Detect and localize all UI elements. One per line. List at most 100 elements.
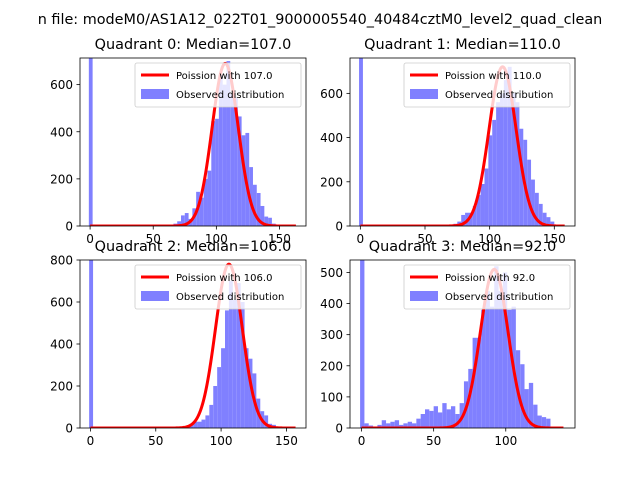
histogram-bar — [403, 423, 408, 428]
histogram-bar — [446, 409, 451, 428]
y-tick-label: 400 — [320, 131, 343, 145]
zero-bin-bar — [360, 260, 365, 428]
histogram-bar — [429, 410, 434, 428]
histogram-bar — [177, 221, 182, 226]
histogram-bar — [468, 368, 473, 428]
histogram-bar — [268, 217, 272, 226]
zero-bin-bar — [88, 58, 93, 226]
histogram-bar — [538, 203, 543, 226]
y-tick-label: 200 — [320, 359, 343, 373]
zero-bin-bar — [359, 58, 363, 226]
histogram-bar — [503, 80, 508, 226]
x-tick-label: 0 — [357, 232, 365, 246]
histogram-bar — [218, 75, 223, 226]
legend-entry-observed: Observed distribution — [176, 90, 284, 101]
histogram-bar — [488, 135, 493, 226]
histogram-bar — [511, 93, 516, 226]
y-tick-label: 200 — [50, 172, 73, 186]
x-tick-label: 100 — [205, 232, 228, 246]
legend-entry-fit: Poission with 110.0 — [445, 71, 541, 82]
legend-patch-swatch — [141, 291, 169, 301]
histogram-bar — [492, 119, 497, 226]
histogram-bar — [201, 419, 206, 428]
legend-entry-fit: Poission with 106.0 — [176, 273, 272, 284]
histogram-bar — [226, 61, 231, 226]
histogram-bar — [232, 299, 237, 428]
histogram-bar — [528, 382, 534, 428]
histogram-bar — [213, 386, 218, 428]
histogram-bar — [416, 418, 421, 428]
histogram-bar — [476, 337, 482, 428]
x-tick-label: 50 — [426, 434, 441, 448]
y-tick-label: 100 — [320, 390, 343, 404]
legend-patch-swatch — [410, 291, 438, 301]
legend-entry-observed: Observed distribution — [176, 292, 284, 303]
histogram-bar — [377, 424, 382, 428]
x-tick-label: 150 — [268, 232, 291, 246]
histogram-bar — [507, 309, 512, 428]
histogram-bar — [546, 418, 551, 428]
histogram-bar — [480, 184, 485, 226]
chart-title: Quadrant 3: Median=92.0 — [369, 239, 557, 255]
histogram-bar — [485, 291, 490, 428]
legend: Poission with 107.0 Observed distribution — [134, 62, 302, 108]
histogram-bar — [381, 420, 387, 428]
histogram-bar — [181, 215, 185, 226]
histogram-bar — [199, 197, 204, 226]
histogram-bar — [260, 205, 265, 226]
y-tick-label: 400 — [50, 338, 73, 352]
histogram-bar — [203, 178, 208, 226]
histogram-bar — [228, 281, 233, 428]
y-tick-label: 600 — [50, 78, 73, 92]
x-tick-label: 100 — [210, 434, 233, 448]
histogram-bar — [264, 415, 269, 428]
histogram-bar — [534, 192, 539, 226]
legend: Poission with 110.0 Observed distribution — [403, 62, 571, 108]
histogram-bar — [537, 415, 542, 428]
histogram-bar — [205, 415, 210, 428]
y-tick-label: 500 — [320, 266, 343, 280]
axes-frame — [349, 259, 576, 429]
figure-suptitle: n file: modeM0/AS1A12_022T01_9000005540_… — [38, 12, 603, 28]
histogram-bar — [241, 135, 246, 226]
histogram-bar — [256, 193, 261, 226]
histogram-bar — [502, 272, 508, 428]
x-tick-label: 100 — [494, 434, 517, 448]
histogram-bar — [249, 167, 253, 226]
x-tick-label: 100 — [478, 232, 501, 246]
histogram-bar — [407, 421, 413, 428]
chart-title: Quadrant 0: Median=107.0 — [95, 37, 292, 53]
poisson-fit-line — [361, 267, 564, 428]
x-tick-label: 150 — [543, 232, 566, 246]
histogram-bar — [524, 389, 529, 428]
x-tick-label: 150 — [275, 434, 298, 448]
chart-title: Quadrant 2: Median=106.0 — [95, 239, 292, 255]
y-tick-label: 200 — [50, 380, 73, 394]
x-tick-label: 0 — [87, 434, 95, 448]
y-tick-label: 300 — [320, 328, 343, 342]
histogram-bar — [542, 212, 547, 226]
x-tick-label: 0 — [86, 232, 94, 246]
histogram-bar — [225, 310, 229, 428]
histogram-bar — [252, 184, 257, 226]
histogram-bar — [244, 348, 249, 428]
legend-entry-observed: Observed distribution — [445, 90, 553, 101]
y-tick-label: 200 — [320, 175, 343, 189]
histogram-bar — [455, 414, 460, 428]
legend-box — [134, 264, 302, 310]
chart-title: Quadrant 1: Median=110.0 — [364, 37, 561, 53]
histogram-bar — [234, 97, 238, 226]
legend-box — [403, 264, 571, 310]
axes-frame — [79, 57, 307, 227]
histogram-bar — [450, 406, 456, 428]
histogram-bar — [215, 118, 219, 226]
y-tick-label: 800 — [50, 254, 73, 268]
histogram-bar — [468, 212, 473, 226]
histogram-bar — [236, 283, 241, 428]
histogram-bar — [500, 93, 504, 226]
histogram-bar — [211, 121, 216, 226]
plot-area — [89, 260, 296, 428]
legend-patch-swatch — [141, 89, 169, 99]
y-tick-label: 400 — [50, 125, 73, 139]
